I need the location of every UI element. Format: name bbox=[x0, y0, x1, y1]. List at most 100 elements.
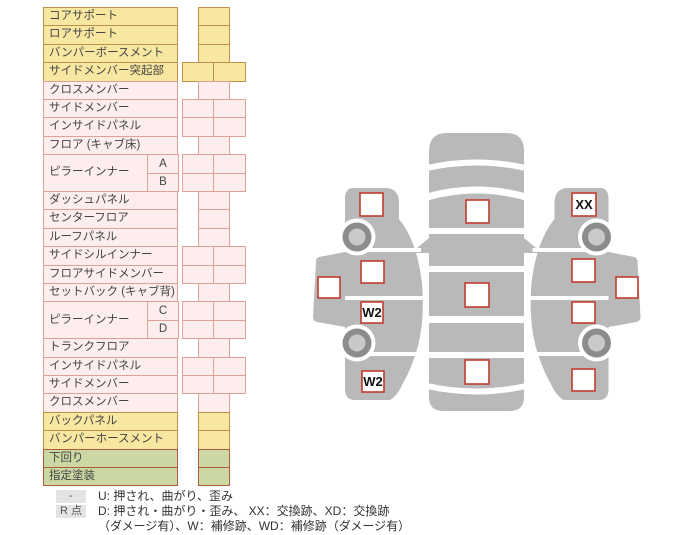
part-row: 指定塗装 bbox=[43, 467, 178, 487]
damage-cell[interactable] bbox=[198, 227, 230, 248]
part-label: クロスメンバー bbox=[49, 83, 130, 96]
damage-cell[interactable] bbox=[213, 375, 246, 395]
marker-top-rear[interactable] bbox=[464, 359, 490, 385]
part-label: サイドメンバー bbox=[49, 101, 130, 114]
part-label: クロスメンバー bbox=[49, 396, 130, 409]
damage-cell[interactable] bbox=[182, 154, 214, 174]
marker-top-roof[interactable] bbox=[465, 199, 490, 224]
car-side-view-right bbox=[529, 188, 641, 400]
damage-cell[interactable] bbox=[182, 319, 214, 340]
damage-cell[interactable] bbox=[213, 172, 246, 192]
marker-left-sill[interactable] bbox=[317, 276, 341, 299]
marker-right-rear-fender[interactable] bbox=[571, 368, 596, 392]
part-label: フロア (キャブ床) bbox=[49, 138, 141, 151]
damage-cell[interactable] bbox=[182, 246, 214, 266]
part-row: ピラーインナー bbox=[43, 154, 148, 192]
marker-right-front-fender[interactable] bbox=[571, 192, 597, 217]
marker-left-front-fender[interactable] bbox=[359, 192, 384, 217]
part-label: サイドメンバー bbox=[49, 377, 130, 390]
damage-cell[interactable] bbox=[198, 448, 230, 468]
part-label: トランクフロア bbox=[49, 341, 130, 354]
part-row: インサイドパネル bbox=[43, 356, 178, 376]
damage-cell[interactable] bbox=[198, 283, 230, 303]
damage-cell[interactable] bbox=[198, 43, 230, 64]
damage-cell[interactable] bbox=[182, 264, 214, 284]
marker-left-rear-fender[interactable] bbox=[361, 370, 385, 393]
damage-cell[interactable] bbox=[198, 25, 230, 45]
part-label: フロアサイドメンバー bbox=[49, 267, 164, 280]
legend-text-d: D: 押され・曲がり・歪み、 XX：交換跡、XD：交換跡 bbox=[98, 504, 390, 518]
damage-cell[interactable] bbox=[213, 99, 246, 119]
damage-markers: W2 W2 XX bbox=[317, 192, 639, 393]
damage-cell[interactable] bbox=[182, 172, 214, 192]
legend-text-cont: （ダメージ有）、W：補修跡、WD：補修跡（ダメージ有） bbox=[98, 519, 411, 533]
damage-cell[interactable] bbox=[198, 430, 230, 450]
part-label: インサイドパネル bbox=[49, 359, 141, 372]
part-label: コアサポート bbox=[49, 9, 118, 22]
damage-cell[interactable] bbox=[198, 338, 230, 358]
wheel-icon bbox=[578, 324, 615, 362]
part-label: セットバック (キャブ背) bbox=[49, 285, 175, 298]
part-label: ダッシュパネル bbox=[49, 193, 130, 206]
legend-key-dash: - bbox=[56, 489, 86, 503]
marker-right-front-door[interactable] bbox=[571, 258, 596, 283]
part-row: ダッシュパネル bbox=[43, 191, 178, 211]
legend-row-cont: （ダメージ有）、W：補修跡、WD：補修跡（ダメージ有） bbox=[56, 519, 676, 533]
marker-right-sill[interactable] bbox=[615, 276, 639, 299]
damage-cell[interactable] bbox=[182, 356, 214, 376]
part-row: セットバック (キャブ背) bbox=[43, 283, 178, 303]
damage-cell[interactable] bbox=[182, 62, 214, 82]
marker-left-front-door[interactable] bbox=[360, 260, 385, 284]
pillar-sub-label: A bbox=[147, 154, 179, 174]
damage-cell[interactable] bbox=[213, 62, 246, 82]
part-label: バンパーホースメント bbox=[49, 433, 164, 446]
part-label: ピラーインナー bbox=[49, 166, 130, 179]
damage-cell[interactable] bbox=[198, 467, 230, 487]
marker-left-rear-door-label: W2 bbox=[362, 305, 382, 320]
part-label: バンパーボースメント bbox=[49, 46, 164, 59]
legend-key-rpoint: R 点 bbox=[56, 504, 86, 518]
marker-top-floor[interactable] bbox=[464, 282, 490, 308]
pillar-sub-label: C bbox=[147, 301, 179, 321]
part-label: センターフロア bbox=[49, 212, 129, 225]
car-side-view-left bbox=[313, 188, 424, 400]
part-label: 指定塗装 bbox=[49, 469, 95, 482]
damage-cell[interactable] bbox=[198, 7, 230, 27]
damage-cell[interactable] bbox=[213, 117, 246, 137]
part-label: サイドシルインナー bbox=[49, 249, 153, 262]
damage-cell[interactable] bbox=[182, 375, 214, 395]
damage-cell[interactable] bbox=[198, 209, 230, 229]
damage-cell[interactable] bbox=[213, 246, 246, 266]
part-label: インサイドパネル bbox=[49, 120, 141, 133]
car-top-view bbox=[411, 133, 542, 411]
damage-cell[interactable] bbox=[198, 191, 230, 211]
legend-row-u: - U: 押され、曲がり、歪み bbox=[56, 489, 676, 503]
damage-cell[interactable] bbox=[213, 301, 246, 321]
damage-cell[interactable] bbox=[213, 319, 246, 340]
part-row: サイドメンバー bbox=[43, 375, 178, 395]
damage-cell[interactable] bbox=[198, 393, 230, 413]
damage-cell[interactable] bbox=[213, 154, 246, 174]
marker-left-rear-door[interactable] bbox=[360, 301, 384, 324]
damage-cell[interactable] bbox=[182, 117, 214, 137]
marker-right-rear-door[interactable] bbox=[571, 301, 596, 324]
damage-cell[interactable] bbox=[198, 135, 230, 156]
damage-cell[interactable] bbox=[198, 411, 230, 432]
damage-cell[interactable] bbox=[213, 356, 246, 376]
part-label: ロアサポート bbox=[49, 28, 118, 41]
pillar-sub-label: D bbox=[147, 319, 179, 340]
wheel-icon bbox=[338, 218, 376, 256]
legend-text-u: U: 押され、曲がり、歪み bbox=[98, 489, 233, 503]
damage-cell[interactable] bbox=[198, 80, 230, 100]
damage-cell[interactable] bbox=[182, 99, 214, 119]
damage-cell[interactable] bbox=[182, 301, 214, 321]
part-row: ロアサポート bbox=[43, 25, 178, 45]
marker-right-front-fender-label: XX bbox=[575, 197, 593, 212]
part-row: クロスメンバー bbox=[43, 393, 178, 413]
pillar-sub-label: B bbox=[147, 172, 179, 192]
part-label: サイドメンバー突起部 bbox=[49, 65, 164, 78]
wheel-icon bbox=[578, 218, 615, 256]
part-row: インサイドパネル bbox=[43, 117, 178, 137]
damage-cell[interactable] bbox=[213, 264, 246, 284]
